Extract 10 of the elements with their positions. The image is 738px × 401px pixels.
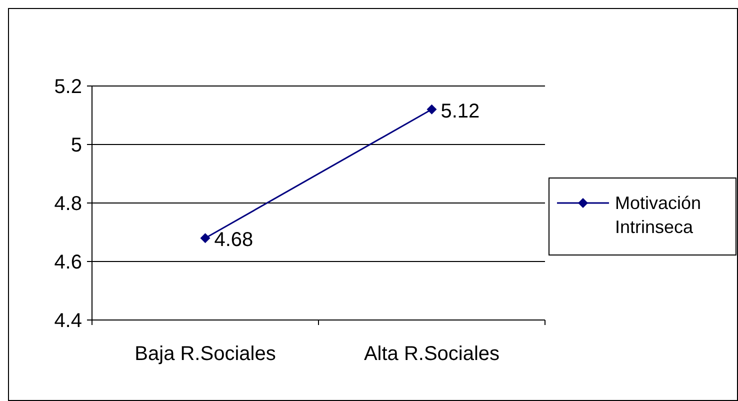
data-label: 5.12 bbox=[440, 100, 480, 122]
y-tick-label: 5.2 bbox=[54, 76, 82, 98]
y-tick-label: 4.8 bbox=[54, 193, 82, 215]
x-tick-label: Alta R.Sociales bbox=[364, 343, 500, 365]
y-tick-label: 4.6 bbox=[54, 252, 82, 274]
data-label: 4.68 bbox=[214, 229, 254, 252]
legend-label: Motivación Intrinseca bbox=[615, 193, 702, 237]
y-tick-label: 4.4 bbox=[54, 310, 82, 332]
y-tick-label: 5 bbox=[70, 134, 82, 156]
x-tick-label: Baja R.Sociales bbox=[134, 343, 276, 365]
